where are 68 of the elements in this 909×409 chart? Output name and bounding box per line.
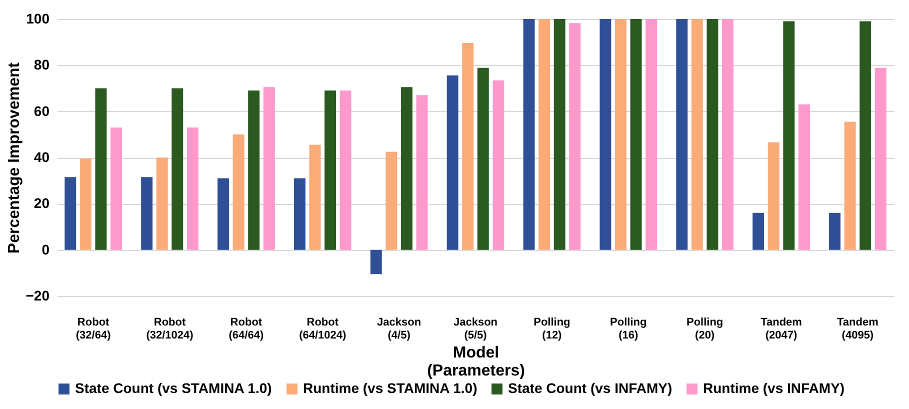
x-tick-label: Jackson (5/5)	[453, 316, 498, 342]
legend-label: State Count (vs INFAMY)	[508, 380, 672, 396]
y-tick-label: 20	[34, 195, 50, 212]
bar	[294, 178, 306, 250]
bar	[523, 19, 535, 250]
bar	[630, 19, 642, 250]
bar	[569, 23, 581, 250]
bar	[874, 68, 886, 250]
y-tick-label: 0	[42, 241, 50, 258]
bar	[646, 19, 658, 250]
bar	[538, 19, 550, 250]
bar	[232, 134, 244, 250]
bar	[64, 177, 76, 250]
bar	[860, 21, 872, 250]
x-tick-label: Robot (64/1024)	[299, 316, 346, 342]
bar	[492, 80, 504, 250]
bar	[691, 19, 703, 250]
bar	[477, 68, 489, 250]
bar	[706, 19, 718, 250]
x-tick-label: Tandem (4095)	[837, 316, 879, 342]
bar	[783, 21, 795, 250]
bar	[263, 87, 275, 250]
bar	[676, 19, 688, 250]
bar	[844, 122, 856, 250]
x-axis-title: Model (Parameters)	[427, 344, 525, 380]
x-tick-label: Polling (12)	[534, 316, 570, 342]
bar	[386, 152, 398, 250]
bar	[462, 43, 474, 250]
bar	[400, 87, 412, 250]
y-tick-label: 100	[26, 10, 50, 26]
legend-label: Runtime (vs INFAMY)	[703, 380, 845, 396]
bar	[446, 75, 458, 250]
x-tick-label: Jackson (4/5)	[377, 316, 422, 342]
y-tick-label: 80	[34, 56, 50, 73]
bar	[156, 158, 168, 250]
bar	[340, 90, 352, 250]
bar	[324, 90, 336, 250]
y-axis-title: Percentage Improvement	[6, 62, 23, 254]
bar	[370, 250, 382, 274]
bar	[722, 19, 734, 250]
bar	[172, 88, 184, 250]
bar	[615, 19, 626, 250]
bar	[309, 144, 321, 250]
bar	[80, 158, 92, 250]
y-tick-label: 60	[34, 102, 50, 119]
x-tick-label: Robot (32/1024)	[146, 316, 194, 342]
bar	[95, 88, 107, 250]
legend-label: State Count (vs STAMINA 1.0)	[75, 380, 272, 396]
x-tick-label: Polling (20)	[686, 316, 724, 342]
x-tick-label: Polling (16)	[610, 316, 647, 342]
bar	[798, 104, 810, 250]
bar	[141, 177, 153, 250]
bar	[600, 19, 612, 250]
bar	[768, 142, 780, 250]
x-tick-label: Robot (64/64)	[228, 316, 264, 342]
bar	[218, 178, 229, 250]
bar	[248, 90, 260, 250]
y-tick-label: −20	[26, 288, 50, 304]
bar	[752, 212, 764, 250]
bar	[554, 19, 566, 250]
bar	[416, 95, 428, 250]
legend-label: Runtime (vs STAMINA 1.0)	[303, 380, 478, 396]
x-tick-label: Robot (32/64)	[76, 316, 112, 342]
bar	[829, 212, 840, 250]
y-tick-label: 40	[34, 149, 50, 165]
bar	[110, 127, 122, 250]
bar	[186, 127, 198, 250]
x-tick-label: Tandem (2047)	[760, 316, 802, 342]
